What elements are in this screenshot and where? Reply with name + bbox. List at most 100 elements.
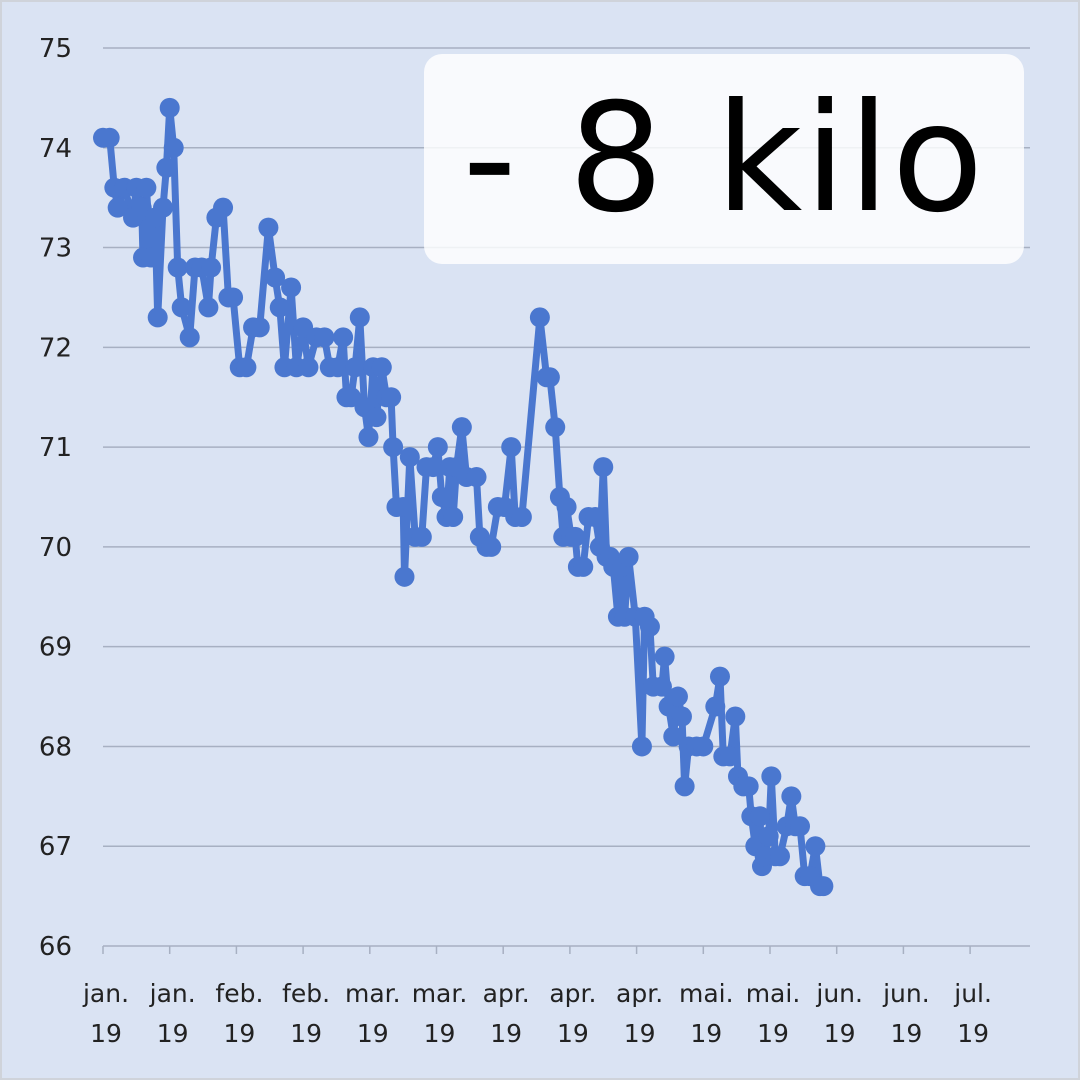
data-point (298, 357, 319, 378)
data-point (813, 876, 834, 897)
x-tick-label: jan. (82, 979, 129, 1008)
x-tick-label: jul. (953, 979, 992, 1008)
data-point (663, 726, 684, 747)
data-point (654, 646, 675, 667)
data-point (618, 546, 639, 567)
data-point (529, 307, 550, 328)
data-point (107, 197, 128, 218)
x-tick-label: mar. (412, 979, 468, 1008)
x-tick-label: apr. (549, 979, 596, 1008)
data-point (411, 526, 432, 547)
data-point (693, 736, 714, 757)
data-point (345, 357, 366, 378)
data-point (399, 447, 420, 468)
x-tick-label: feb. (215, 979, 263, 1008)
data-point (381, 387, 402, 408)
x-tick-label: jun. (882, 979, 930, 1008)
x-tick-label-year: 19 (624, 1019, 656, 1048)
y-tick-label: 74 (39, 134, 72, 164)
data-point (223, 287, 244, 308)
y-tick-label: 75 (39, 34, 72, 64)
data-point (156, 157, 177, 178)
data-point (511, 506, 532, 527)
data-point (383, 437, 404, 458)
data-point (423, 457, 444, 478)
data-point (427, 437, 448, 458)
data-point (366, 407, 387, 428)
data-point (501, 437, 522, 458)
x-tick-label-year: 19 (424, 1019, 456, 1048)
x-tick-label: apr. (616, 979, 663, 1008)
data-point (258, 217, 279, 238)
data-point (371, 357, 392, 378)
data-point (674, 776, 695, 797)
data-point (333, 327, 354, 348)
x-tick-label-year: 19 (957, 1019, 989, 1048)
data-point (159, 97, 180, 118)
x-tick-label-year: 19 (490, 1019, 522, 1048)
x-tick-label-year: 19 (290, 1019, 322, 1048)
y-tick-label: 72 (39, 333, 72, 363)
data-point (573, 556, 594, 577)
data-point (593, 457, 614, 478)
data-point (671, 706, 692, 727)
y-tick-label: 66 (39, 932, 72, 962)
data-point (761, 766, 782, 787)
data-point (179, 327, 200, 348)
data-point (281, 277, 302, 298)
data-point (141, 247, 162, 268)
x-tick-label: mai. (746, 979, 801, 1008)
x-tick-label-year: 19 (690, 1019, 722, 1048)
data-point (705, 696, 726, 717)
data-point (466, 467, 487, 488)
data-point (236, 357, 257, 378)
y-tick-label: 71 (39, 433, 72, 463)
data-point (709, 666, 730, 687)
data-point (805, 836, 826, 857)
data-point (545, 417, 566, 438)
y-tick-label: 68 (39, 732, 72, 762)
y-tick-label: 73 (39, 234, 72, 264)
data-point (265, 267, 286, 288)
data-point (790, 816, 811, 837)
x-tick-label-year: 19 (357, 1019, 389, 1048)
data-point (393, 496, 414, 517)
data-point (431, 487, 452, 507)
data-point (565, 526, 586, 547)
data-point (539, 367, 560, 388)
y-tick-label: 69 (39, 633, 72, 663)
data-point (556, 496, 577, 517)
data-point (213, 197, 234, 218)
data-point (163, 137, 184, 158)
weight-loss-annotation: - 8 kilo (462, 72, 986, 246)
data-point (719, 746, 740, 767)
data-point (147, 307, 168, 328)
data-point (349, 307, 370, 328)
x-tick-label: mai. (679, 979, 734, 1008)
y-tick-label: 67 (39, 832, 72, 862)
data-point (451, 417, 472, 438)
data-point (269, 297, 290, 318)
x-tick-label-year: 19 (824, 1019, 856, 1048)
x-tick-label-year: 19 (557, 1019, 589, 1048)
data-point (153, 197, 174, 218)
data-point (749, 806, 770, 827)
data-point (639, 616, 660, 637)
data-point (725, 706, 746, 727)
data-point (201, 257, 222, 278)
x-tick-label-year: 19 (757, 1019, 789, 1048)
data-point (99, 127, 120, 148)
data-point (167, 257, 188, 278)
x-tick-label-year: 19 (223, 1019, 255, 1048)
data-point (667, 686, 688, 707)
data-point (136, 177, 157, 198)
data-point (249, 317, 270, 338)
data-point (443, 506, 464, 527)
data-point (770, 846, 791, 867)
x-tick-label: apr. (483, 979, 530, 1008)
x-tick-label: mar. (345, 979, 401, 1008)
data-point (481, 536, 502, 557)
x-tick-label: jun. (815, 979, 863, 1008)
